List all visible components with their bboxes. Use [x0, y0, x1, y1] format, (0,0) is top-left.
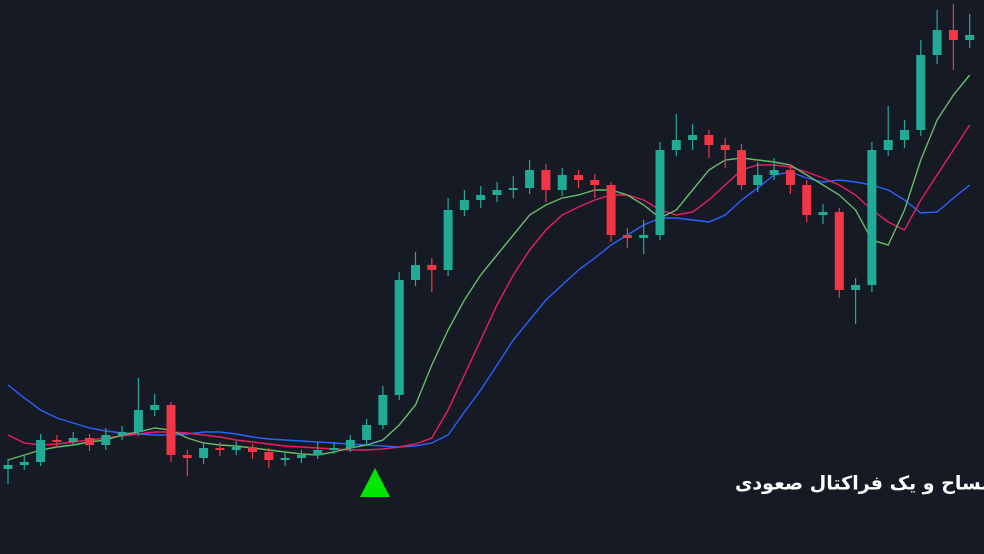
candle-body	[133, 410, 143, 432]
candle-body	[492, 190, 502, 195]
candle-body	[851, 285, 861, 290]
annotation: بیدار شدن تمساح و یک فراکتال صعودی	[735, 473, 984, 495]
candle-body	[394, 280, 404, 395]
candle-body	[802, 185, 812, 215]
candle-body	[867, 150, 877, 285]
candle-body	[737, 150, 746, 185]
candle-body	[753, 175, 763, 185]
candle-body	[36, 440, 46, 462]
candle-body	[459, 200, 469, 210]
candle-body	[411, 265, 420, 280]
candle-body	[476, 195, 486, 200]
candle-body	[68, 438, 78, 442]
candle-body	[231, 447, 241, 450]
candle-body	[427, 265, 437, 270]
candle-body	[199, 448, 209, 458]
candle-body	[541, 170, 551, 190]
candle-body	[264, 452, 274, 460]
candle-body	[704, 135, 714, 145]
candle-body	[443, 210, 453, 270]
candle-body	[378, 395, 388, 425]
candle-body	[3, 465, 13, 469]
fractal-marker	[360, 468, 390, 497]
candle-body	[606, 185, 616, 235]
candle-body	[248, 447, 257, 452]
candle-body	[313, 450, 323, 455]
candle-body	[883, 140, 893, 150]
candle-body	[215, 448, 225, 450]
candle-body	[52, 440, 62, 442]
candle-body	[508, 188, 518, 190]
candle-body	[150, 405, 160, 410]
candle-body	[574, 175, 583, 180]
candle-body	[85, 438, 94, 445]
candle-body	[671, 140, 681, 150]
candle-body	[557, 175, 567, 190]
candle-body	[655, 150, 665, 235]
candle-body	[590, 180, 600, 185]
candle-body	[329, 448, 339, 450]
candle-body	[280, 458, 290, 460]
candle-body	[166, 405, 176, 455]
candle-body	[948, 30, 958, 40]
candle-body	[296, 455, 306, 458]
candle-body	[932, 30, 942, 55]
candle-body	[720, 145, 730, 150]
candle-body	[769, 170, 779, 175]
candle-body	[688, 135, 698, 140]
candles	[3, 4, 975, 484]
candle-body	[19, 462, 29, 465]
candle-body	[622, 235, 632, 238]
candle-body	[965, 35, 975, 40]
candle-body	[834, 212, 844, 290]
candle-body	[345, 440, 355, 448]
candle-body	[916, 55, 926, 130]
candle-body	[900, 130, 909, 140]
candle-body	[818, 212, 828, 215]
candle-body	[117, 432, 127, 435]
candle-body	[785, 170, 795, 185]
candle-body	[525, 170, 535, 188]
candle-body	[639, 235, 649, 238]
candle-body	[182, 455, 192, 458]
candle-body	[101, 435, 111, 445]
candle-body	[362, 425, 372, 440]
